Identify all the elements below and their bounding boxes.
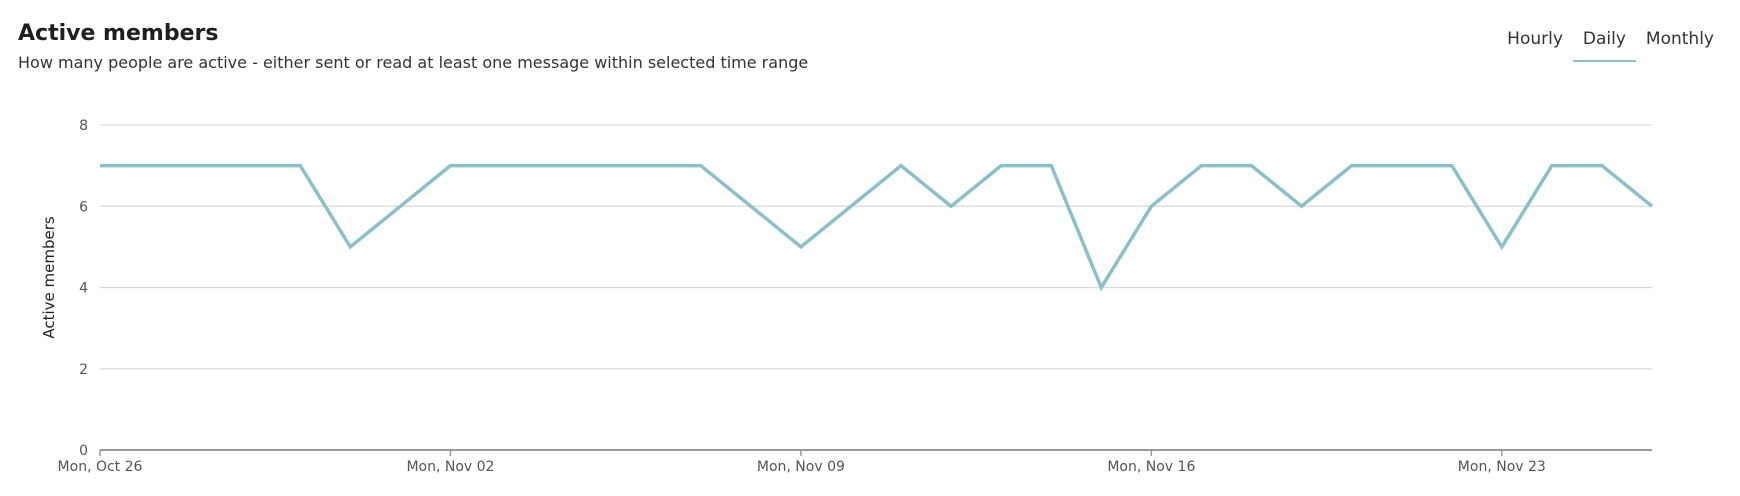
y-axis-title: Active members (40, 216, 58, 339)
data-point (648, 163, 654, 169)
data-point (297, 163, 303, 169)
granularity-tabs: Hourly Daily Monthly (1497, 28, 1724, 62)
data-point (1299, 203, 1305, 209)
data-point (1549, 163, 1555, 169)
data-point (1399, 163, 1405, 169)
data-point (1349, 163, 1355, 169)
data-point (97, 163, 103, 169)
x-tick-label: Mon, Nov 16 (1107, 459, 1195, 475)
chart-title: Active members (18, 21, 219, 46)
data-point (898, 163, 904, 169)
data-point (1248, 163, 1254, 169)
data-point (1649, 203, 1655, 209)
data-point (347, 244, 353, 250)
tab-hourly[interactable]: Hourly (1507, 29, 1563, 49)
data-point (998, 163, 1004, 169)
x-tick-label: Mon, Nov 09 (757, 459, 845, 475)
x-tick-label: Mon, Oct 26 (58, 459, 143, 475)
data-point (1198, 163, 1204, 169)
series-line (100, 163, 1654, 292)
data-point (548, 163, 554, 169)
y-tick-label: 6 (79, 199, 88, 215)
y-tick-label: 8 (79, 118, 88, 134)
chart-subtitle: How many people are active - either sent… (18, 53, 809, 72)
data-point (948, 203, 954, 209)
tab-daily[interactable]: Daily (1572, 28, 1636, 62)
data-point (598, 163, 604, 169)
data-point (798, 244, 804, 250)
x-tick-label: Mon, Nov 02 (406, 459, 494, 475)
x-tick-label: Mon, Nov 23 (1458, 459, 1546, 475)
data-point (197, 163, 203, 169)
data-point (848, 203, 854, 209)
y-tick-label: 2 (79, 362, 88, 378)
y-tick-label: 4 (79, 281, 88, 297)
data-point (447, 163, 453, 169)
data-point (247, 163, 253, 169)
data-point (498, 163, 504, 169)
data-point (748, 203, 754, 209)
data-point (1048, 163, 1054, 169)
data-point (1499, 244, 1505, 250)
data-point (147, 163, 153, 169)
data-point (698, 163, 704, 169)
data-point (1449, 163, 1455, 169)
data-point (1599, 163, 1605, 169)
data-point (1098, 285, 1104, 291)
y-tick-label: 0 (79, 443, 88, 459)
data-point (397, 203, 403, 209)
tab-monthly[interactable]: Monthly (1645, 29, 1714, 49)
data-point (1148, 203, 1154, 209)
chart-header: Active members How many people are activ… (18, 20, 808, 74)
